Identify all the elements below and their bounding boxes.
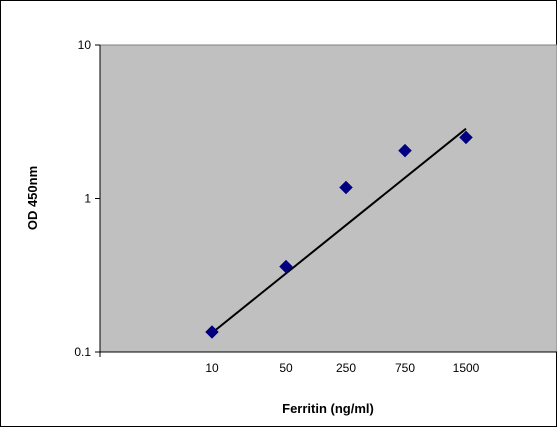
data-point xyxy=(459,130,473,145)
data-points xyxy=(205,130,473,339)
x-axis: 10 50 250 750 1500 xyxy=(99,351,557,375)
y-tick-label: 1 xyxy=(84,192,91,206)
data-point xyxy=(205,325,219,339)
data-point xyxy=(398,143,412,158)
y-tick-label: 0.1 xyxy=(74,345,91,359)
y-axis: 10 1 0.1 xyxy=(74,38,101,359)
trendline xyxy=(209,127,467,336)
x-axis-title: Ferritin (ng/ml) xyxy=(282,401,374,416)
x-tick-label: 1500 xyxy=(453,361,480,375)
x-tick-label: 10 xyxy=(205,361,219,375)
trendline-group xyxy=(209,127,467,336)
x-tick-label: 50 xyxy=(279,361,293,375)
data-point xyxy=(339,180,353,195)
x-tick-label: 250 xyxy=(336,361,356,375)
data-point xyxy=(279,259,293,274)
x-tick-label: 750 xyxy=(395,361,415,375)
y-tick-label: 10 xyxy=(78,38,92,52)
plot-area xyxy=(99,44,557,353)
y-axis-title: OD 450nm xyxy=(25,166,40,230)
